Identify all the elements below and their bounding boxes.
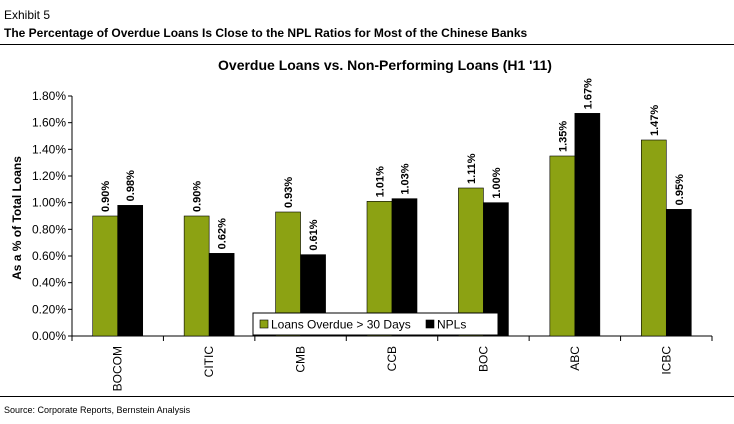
legend-swatch bbox=[259, 319, 269, 329]
legend-label: NPLs bbox=[437, 318, 466, 332]
legend-box bbox=[252, 312, 499, 336]
data-label: 0.93% bbox=[283, 177, 295, 208]
y-tick-label: 0.00% bbox=[32, 329, 66, 343]
y-tick-label: 1.00% bbox=[32, 196, 66, 210]
data-labels-group: 0.90% 0.90% 0.93% 1.01% 1.11% 1.35% 1.47% 0.98%… bbox=[100, 78, 686, 251]
bar bbox=[665, 209, 692, 337]
bar bbox=[640, 139, 667, 337]
x-category-label: CCB bbox=[385, 346, 399, 371]
x-category-label: CMB bbox=[294, 346, 308, 373]
source-note: Source: Corporate Reports, Bernstein Ana… bbox=[4, 405, 191, 415]
y-tick-label: 0.20% bbox=[32, 302, 66, 316]
top-divider bbox=[0, 44, 734, 45]
data-label: 0.62% bbox=[217, 218, 229, 249]
y-axis-label: As a % of Total Loans bbox=[10, 156, 24, 280]
data-label: 1.47% bbox=[649, 105, 661, 136]
data-label: 0.95% bbox=[674, 174, 686, 205]
chart-title: Overdue Loans vs. Non-Performing Loans (… bbox=[218, 57, 552, 73]
y-tick-label: 1.40% bbox=[32, 142, 66, 156]
y-tick-label: 1.20% bbox=[32, 169, 66, 183]
x-category-label: BOC bbox=[476, 346, 490, 372]
data-label: 0.90% bbox=[192, 181, 204, 212]
x-category-label: CITIC bbox=[202, 346, 216, 378]
data-label: 1.35% bbox=[557, 121, 569, 152]
bar bbox=[549, 155, 576, 337]
bar-chart: Overdue Loans vs. Non-Performing Loans (… bbox=[10, 57, 713, 391]
x-category-label: ICBC bbox=[659, 346, 673, 375]
data-label: 1.03% bbox=[400, 163, 412, 194]
bar bbox=[208, 253, 235, 337]
data-label: 1.00% bbox=[491, 167, 503, 198]
data-label: 0.61% bbox=[308, 219, 320, 250]
bars-group bbox=[92, 113, 692, 337]
y-tick-label: 1.80% bbox=[32, 89, 66, 103]
legend-swatch bbox=[425, 319, 435, 329]
y-tick-label: 0.60% bbox=[32, 249, 66, 263]
legend: Loans Overdue > 30 Days NPLs bbox=[252, 312, 499, 336]
bar bbox=[117, 205, 144, 337]
y-tick-label: 0.40% bbox=[32, 276, 66, 290]
data-label: 1.11% bbox=[466, 153, 478, 184]
y-tick-label: 0.80% bbox=[32, 222, 66, 236]
legend-label: Loans Overdue > 30 Days bbox=[271, 318, 411, 332]
bar bbox=[183, 215, 210, 337]
data-label: 0.90% bbox=[100, 181, 112, 212]
x-category-label: ABC bbox=[568, 346, 582, 371]
exhibit-label: Exhibit 5 bbox=[4, 8, 51, 22]
data-label: 0.98% bbox=[125, 170, 137, 201]
bar bbox=[574, 113, 601, 337]
data-label: 1.67% bbox=[582, 78, 594, 109]
bottom-divider bbox=[0, 396, 734, 397]
bar bbox=[92, 215, 119, 337]
x-category-label: BOCOM bbox=[111, 346, 125, 391]
page-headline: The Percentage of Overdue Loans Is Close… bbox=[4, 26, 528, 40]
data-label: 1.01% bbox=[375, 166, 387, 197]
y-tick-label: 1.60% bbox=[32, 116, 66, 130]
